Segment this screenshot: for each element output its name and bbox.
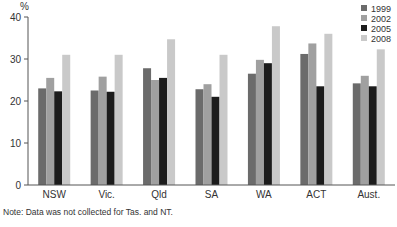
bar — [369, 86, 377, 185]
bar — [324, 34, 332, 185]
x-tick-label: Vic. — [98, 189, 115, 200]
bar — [107, 92, 115, 185]
bar — [361, 76, 369, 185]
bar — [91, 91, 99, 186]
x-tick-label: WA — [256, 189, 272, 200]
x-tick-label: ACT — [306, 189, 326, 200]
bar — [212, 97, 220, 185]
y-tick — [24, 185, 28, 186]
y-tick-label: 30 — [10, 54, 22, 65]
bar — [99, 77, 107, 185]
bar — [54, 91, 62, 185]
bar — [272, 26, 280, 185]
y-tick — [24, 59, 28, 60]
y-tick-label: 10 — [10, 138, 22, 149]
legend-swatch — [361, 15, 367, 21]
bar — [143, 68, 151, 185]
bar — [248, 74, 256, 185]
y-tick-label: 0 — [15, 180, 21, 191]
bar — [159, 78, 167, 185]
y-axis — [28, 17, 29, 185]
bar — [196, 89, 204, 185]
y-tick-label: 40 — [10, 12, 22, 23]
bar — [62, 55, 70, 185]
y-label: % — [20, 1, 29, 12]
bar — [264, 63, 272, 185]
x-tick-label: Aust. — [357, 189, 380, 200]
x-tick-label: SA — [205, 189, 219, 200]
legend-swatch — [361, 35, 367, 41]
legend-label: 2005 — [371, 24, 391, 34]
y-tick-label: 20 — [10, 96, 22, 107]
bar — [300, 54, 308, 185]
bar — [256, 60, 264, 185]
y-tick — [24, 101, 28, 102]
bar — [38, 88, 46, 185]
legend-label: 2008 — [371, 34, 391, 44]
legend-label: 2002 — [371, 14, 391, 24]
legend-label: 1999 — [371, 4, 391, 14]
x-axis — [28, 185, 395, 186]
y-tick — [24, 143, 28, 144]
bar — [220, 55, 228, 185]
bar — [167, 39, 175, 185]
legend-swatch — [361, 25, 367, 31]
legend-swatch — [361, 5, 367, 11]
x-tick-label: Qld — [151, 189, 167, 200]
bar — [316, 86, 324, 185]
x-tick-label: NSW — [43, 189, 67, 200]
bar — [151, 80, 159, 185]
bar — [308, 43, 316, 185]
y-tick — [24, 17, 28, 18]
bar — [377, 49, 385, 185]
bar — [204, 84, 212, 185]
bars — [38, 26, 385, 185]
bar — [115, 55, 123, 185]
bar — [353, 83, 361, 185]
note: Note: Data was not collected for Tas. an… — [3, 207, 173, 217]
bar — [46, 78, 54, 185]
